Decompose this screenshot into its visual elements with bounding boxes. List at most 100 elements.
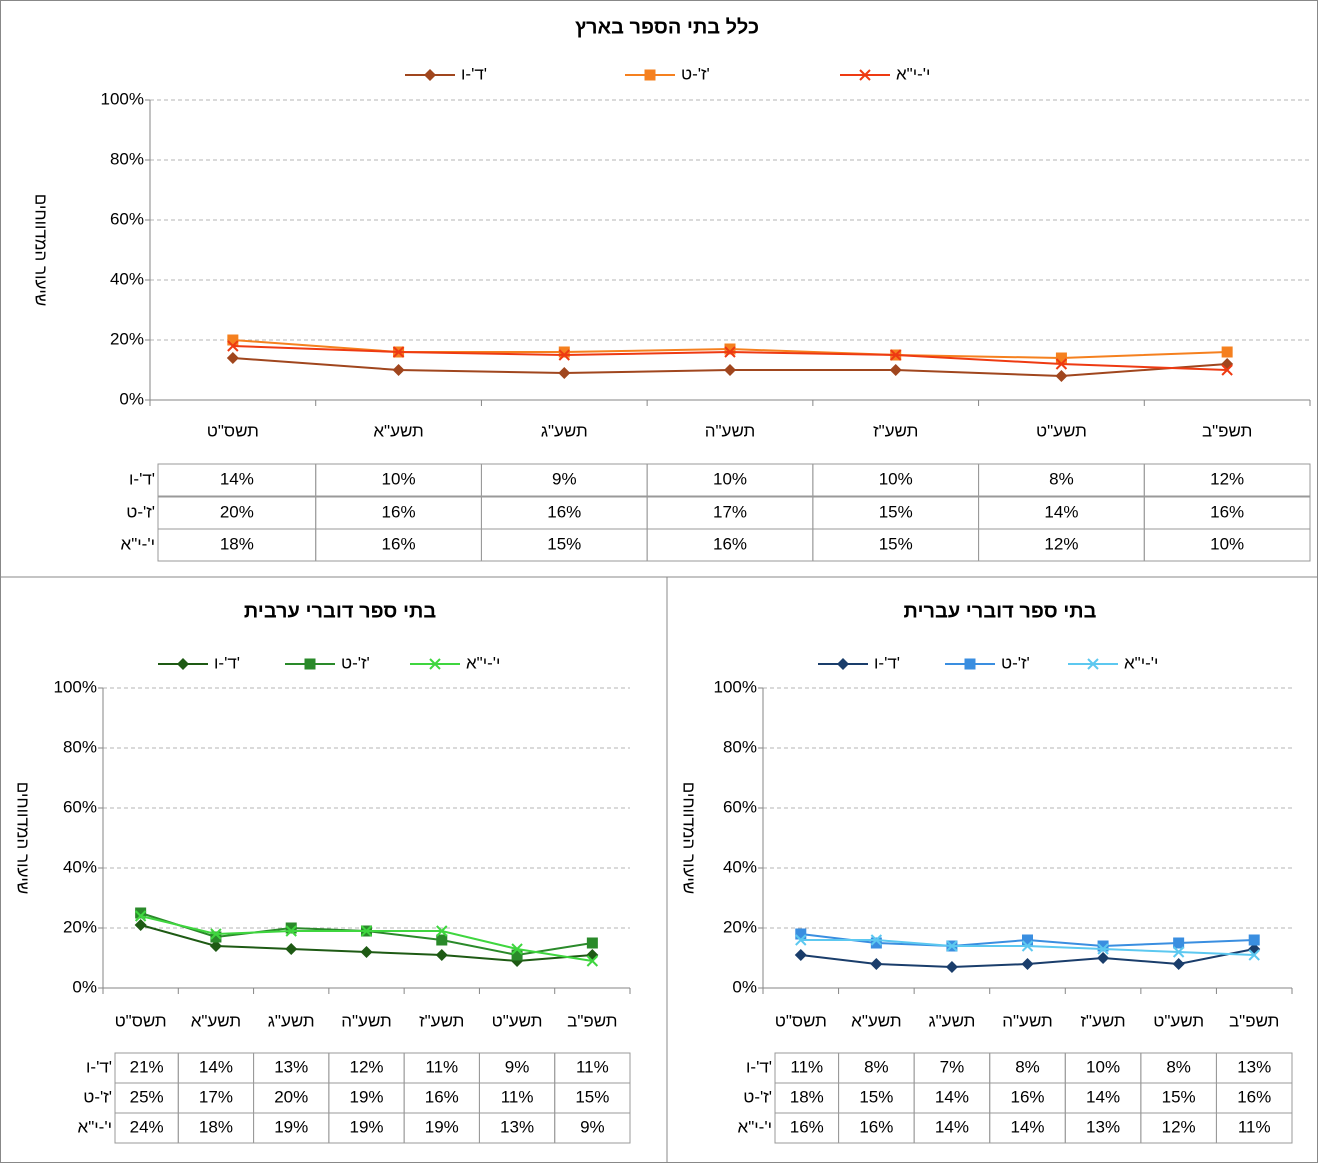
table-value: 19%: [349, 1117, 383, 1136]
marker: [1055, 358, 1068, 370]
marker: [794, 949, 807, 961]
marker: [1172, 946, 1185, 958]
marker: [1097, 940, 1109, 952]
legend-label: ד'-ו': [874, 653, 900, 672]
marker: [135, 907, 147, 919]
legend-label: ד'-ו': [214, 653, 240, 672]
marker: [1221, 364, 1233, 376]
x-tick-label: תשפ"ב: [1229, 1011, 1279, 1030]
y-axis-label: שיעור המדווחים: [680, 782, 699, 894]
y-tick-label: 60%: [63, 797, 97, 816]
legend-marker: [304, 658, 316, 670]
table-row-header: ד'-ו': [129, 469, 155, 488]
marker: [210, 928, 222, 940]
y-tick-label: 20%: [723, 917, 757, 936]
marker: [436, 934, 448, 946]
x-tick-label: תשע"ז: [1080, 1011, 1125, 1030]
table-value: 8%: [1166, 1057, 1191, 1076]
legend-label: י'-י"א: [1124, 653, 1158, 672]
marker: [1022, 934, 1033, 946]
legend-label: ז'-ט': [1001, 653, 1030, 672]
table-value: 11%: [576, 1057, 609, 1076]
marker: [436, 925, 448, 937]
y-tick-label: 40%: [723, 857, 757, 876]
x-tick-label: תשפ"ב: [567, 1011, 617, 1030]
table-value: 15%: [1162, 1087, 1196, 1106]
table-cell: [1215, 1112, 1293, 1144]
table-value: 20%: [274, 1087, 308, 1106]
legend-marker: [429, 658, 441, 670]
legend-marker: [644, 69, 656, 81]
table-row-header: י'-י"א: [121, 534, 155, 553]
y-tick-label: 0%: [732, 977, 757, 996]
table-value: 18%: [220, 534, 254, 553]
x-tick-label: תשע"א: [851, 1011, 901, 1030]
table-value: 10%: [1086, 1057, 1120, 1076]
marker: [795, 928, 807, 940]
marker: [724, 364, 736, 376]
table-row-header: י'-י"א: [738, 1117, 772, 1136]
legend-marker: [964, 658, 976, 670]
table-value: 19%: [349, 1087, 383, 1106]
marker: [511, 949, 523, 961]
table-value: 14%: [1010, 1117, 1044, 1136]
table-value: 12%: [349, 1057, 383, 1076]
table-value: 15%: [879, 534, 913, 553]
table-value: 15%: [859, 1087, 893, 1106]
y-tick-label: 20%: [63, 917, 97, 936]
marker: [724, 346, 736, 358]
chart-title: כלל בתי הספר בארץ: [575, 16, 759, 38]
x-tick-label: תשע"ז: [419, 1011, 464, 1030]
table-value: 24%: [130, 1117, 164, 1136]
marker: [360, 946, 373, 958]
table-value: 11%: [790, 1057, 823, 1076]
table-value: 16%: [1010, 1087, 1044, 1106]
y-tick-label: 20%: [110, 329, 144, 348]
legend-label: ז'-ט': [681, 64, 710, 83]
y-tick-label: 100%: [101, 89, 144, 108]
marker: [209, 940, 222, 952]
table-value: 11%: [1238, 1117, 1271, 1136]
table-value: 19%: [274, 1117, 308, 1136]
marker: [890, 349, 902, 361]
marker: [1248, 949, 1260, 961]
y-tick-label: 40%: [110, 269, 144, 288]
marker: [586, 955, 599, 967]
marker: [134, 919, 147, 931]
y-axis-label: שיעור המדווחים: [32, 194, 51, 306]
table-value: 10%: [879, 469, 913, 488]
x-tick-label: תשע"ט: [1153, 1011, 1204, 1030]
table-value: 9%: [505, 1057, 530, 1076]
legend-label: י'-י"א: [466, 653, 500, 672]
marker: [360, 925, 373, 937]
marker: [558, 346, 570, 358]
table-value: 12%: [1162, 1117, 1196, 1136]
table-value: 19%: [425, 1117, 459, 1136]
marker: [870, 934, 883, 946]
x-tick-label: תשע"א: [373, 421, 423, 440]
marker: [870, 937, 882, 949]
table-value: 10%: [713, 469, 747, 488]
y-tick-label: 100%: [54, 677, 97, 696]
x-tick-label: תשס"ט: [775, 1011, 827, 1030]
table-row-header: י'-י"א: [78, 1117, 112, 1136]
marker: [285, 943, 298, 955]
table-row-header: ז'-ט': [126, 502, 155, 521]
table-value: 16%: [859, 1117, 893, 1136]
table-cell: [1143, 463, 1311, 497]
marker: [724, 343, 736, 355]
table-value: 17%: [199, 1087, 233, 1106]
table-value: 18%: [790, 1087, 824, 1106]
table-value: 14%: [1086, 1087, 1120, 1106]
x-tick-label: תשע"ט: [1036, 421, 1087, 440]
table-value: 16%: [790, 1117, 824, 1136]
x-tick-label: תשע"ה: [341, 1011, 392, 1030]
marker: [392, 346, 405, 358]
table-value: 16%: [425, 1087, 459, 1106]
table-value: 17%: [713, 502, 747, 521]
table-value: 13%: [274, 1057, 308, 1076]
legend-label: ד'-ו': [461, 64, 487, 83]
marker: [1055, 370, 1068, 382]
table-value: 16%: [547, 502, 581, 521]
table-value: 10%: [1210, 534, 1244, 553]
